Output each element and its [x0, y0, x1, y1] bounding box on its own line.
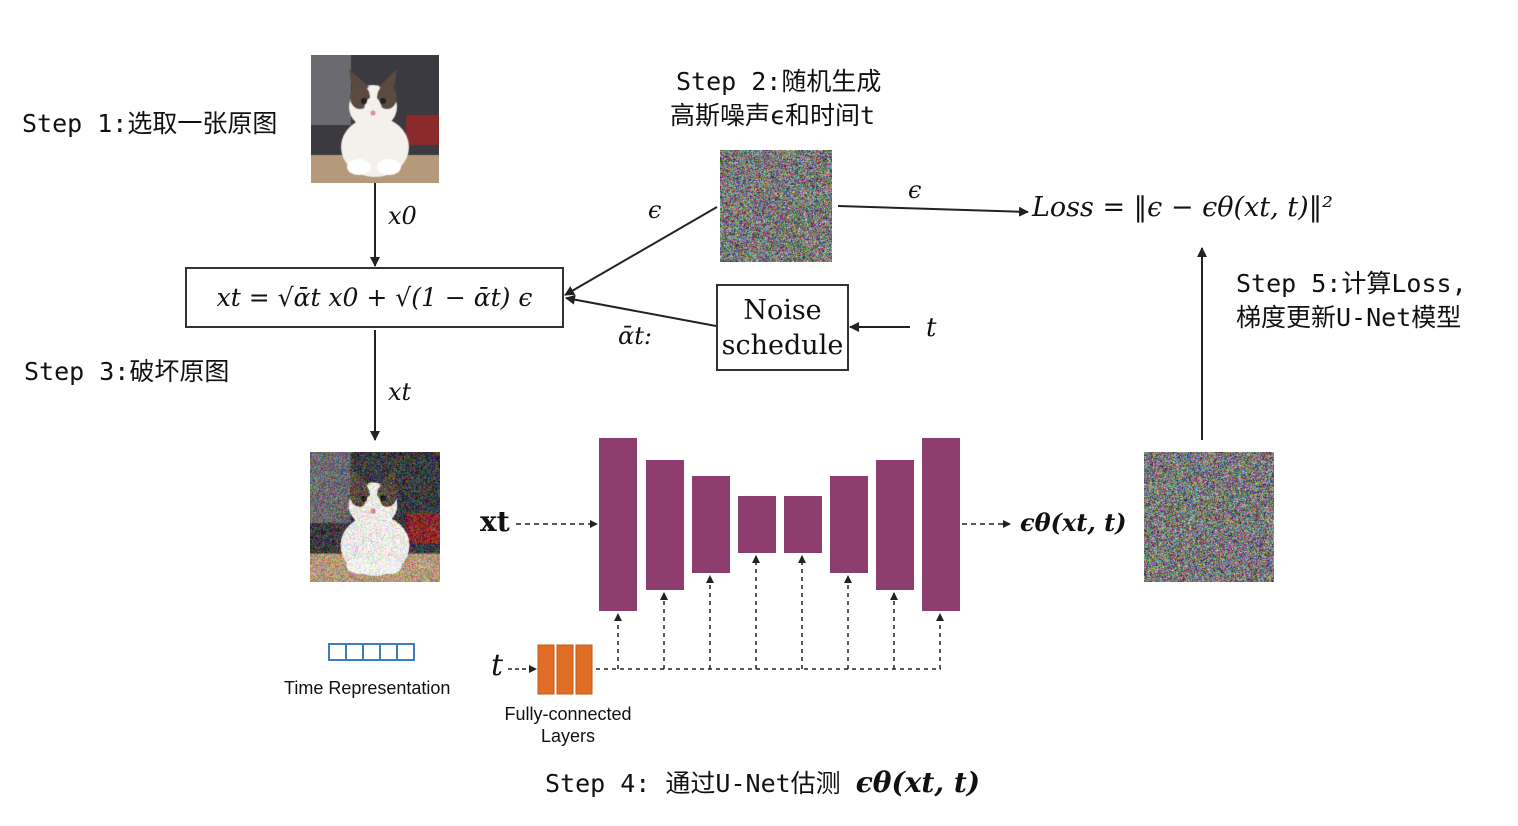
step2-label-line2: 高斯噪声ϵ和时间t [670, 101, 876, 130]
noise-schedule-label-line2: schedule [721, 329, 844, 361]
loss-formula: Loss = ‖ϵ − ϵθ(xt, t)‖² [1032, 192, 1333, 223]
clean-cat-image [311, 55, 439, 183]
unet-encoder-block-2 [646, 460, 684, 590]
unet-decoder-block-1 [830, 476, 868, 573]
fc-layer-2 [556, 644, 574, 695]
fc-layers [537, 644, 593, 695]
fc-layer-1 [537, 644, 555, 695]
noise-schedule-label-line1: Noise [743, 294, 822, 326]
unet-encoder-block-1 [599, 438, 637, 611]
fc-layers-label-line1: Fully-connected [504, 704, 632, 724]
t-unet-label: t [491, 648, 504, 683]
gaussian-noise-image [720, 150, 832, 262]
arrow-schedule-to-formula [565, 294, 717, 327]
xt-arrow-label: xt [388, 378, 412, 406]
fc-layers-label: Fully-connected Layers [493, 703, 643, 747]
unet-encoder-block-3 [692, 476, 730, 573]
fc-layer-3 [575, 644, 593, 695]
fc-layers-label-line2: Layers [540, 726, 596, 746]
step5-label-line1: Step 5:计算Loss, [1236, 269, 1467, 298]
time-representation-vector [328, 643, 415, 661]
alpha-bar-label: ᾱt: [618, 322, 652, 350]
step4-label: Step 4: 通过U-Net估测 ϵθ(xt, t) [545, 764, 980, 800]
t-input-label: t [926, 313, 937, 343]
predicted-noise-image [1144, 452, 1274, 582]
arrow-epsilon-to-formula [564, 206, 718, 296]
noisy-cat-image [310, 452, 440, 582]
step4-label-text: Step 4: 通过U-Net估测 [545, 769, 856, 798]
step1-label: Step 1:选取一张原图 [22, 109, 278, 138]
unet-bottleneck-block-2 [784, 496, 822, 553]
unet [599, 438, 960, 611]
epsilon-top-label: ϵ [908, 176, 922, 204]
xt-unet-input-label: xt [480, 505, 510, 538]
noise-schedule-box: Noise schedule [716, 284, 849, 371]
step2-label-line1: Step 2:随机生成 [676, 67, 882, 96]
time-representation-label: Time Representation [284, 678, 451, 698]
unet-decoder-block-3 [922, 438, 960, 611]
step4-label-math: ϵθ(xt, t) [855, 766, 980, 799]
unet-output-label: ϵθ(xt, t) [1020, 508, 1127, 537]
step3-label: Step 3:破坏原图 [24, 357, 230, 386]
unet-bottleneck-block-1 [738, 496, 776, 553]
epsilon-left-label: ϵ [648, 196, 662, 224]
forward-diffusion-formula: xt = √ᾱt x0 + √(1 − ᾱt) ϵ [216, 283, 533, 312]
arrow-epsilon-to-loss [837, 205, 1029, 217]
forward-diffusion-formula-box: xt = √ᾱt x0 + √(1 − ᾱt) ϵ [185, 267, 564, 328]
x0-label: x0 [388, 202, 417, 230]
step5-label-line2: 梯度更新U-Net模型 [1236, 303, 1462, 332]
unet-decoder-block-2 [876, 460, 914, 590]
